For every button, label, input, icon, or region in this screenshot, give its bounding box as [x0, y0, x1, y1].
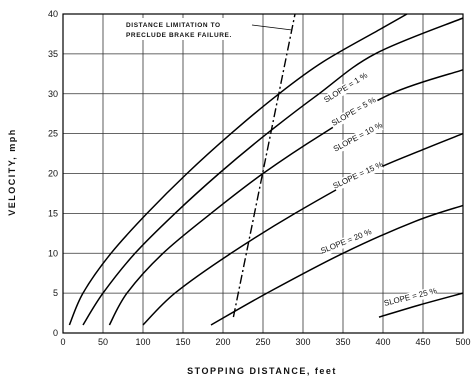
series-line	[378, 292, 464, 318]
x-tick-label: 400	[375, 337, 390, 347]
x-tick-label: 300	[295, 337, 310, 347]
y-tick-label: 40	[48, 9, 58, 19]
annotation-line-1: DISTANCE LIMITATION TO	[126, 22, 221, 29]
x-tick-label: 250	[255, 337, 270, 347]
x-tick-label: 450	[415, 337, 430, 347]
series-label-background	[328, 94, 380, 130]
y-tick-labels: 0 5 10 15 20 25 30 35 40	[48, 9, 58, 338]
series-line	[210, 204, 464, 326]
series-label: SLOPE = 15 %	[332, 160, 385, 191]
y-tick-label: 35	[48, 49, 58, 59]
series-label-background	[332, 160, 384, 192]
series-label-background	[332, 120, 384, 155]
x-tick-label: 0	[60, 337, 65, 347]
brake-failure-annotation: DISTANCE LIMITATION TO PRECLUDE BRAKE FA…	[122, 18, 292, 40]
slope-curves	[68, 13, 464, 326]
series-label: SLOPE = 5 %	[330, 95, 377, 128]
plot-frame	[62, 13, 464, 334]
y-tick-label: 5	[53, 288, 58, 298]
series-label-background	[321, 70, 371, 107]
y-tick-label: 25	[48, 129, 58, 139]
y-tick-label: 20	[48, 169, 58, 179]
annotation-leader-line	[251, 24, 292, 31]
series-labels: SLOPE = 1 %SLOPE = 5 %SLOPE = 10 %SLOPE …	[319, 70, 438, 309]
y-axis-title: VELOCITY, mph	[7, 128, 17, 216]
x-tick-label: 200	[215, 337, 230, 347]
x-tick-label: 350	[335, 337, 350, 347]
x-axis-title: STOPPING DISTANCE, feet	[187, 366, 337, 376]
y-tick-label: 30	[48, 89, 58, 99]
y-tick-label: 10	[48, 248, 58, 258]
series-line	[68, 13, 408, 326]
x-tick-labels: 0 50 100 150 200 250 300 350 400 450 500	[60, 337, 470, 347]
x-tick-label: 150	[175, 337, 190, 347]
brake-failure-limit-line	[232, 13, 296, 318]
x-tick-label: 500	[455, 337, 470, 347]
series-label-background	[384, 286, 437, 309]
x-tick-label: 100	[135, 337, 150, 347]
series-label: SLOPE = 1 %	[322, 71, 369, 105]
annotation-background	[122, 18, 252, 40]
y-tick-label: 15	[48, 208, 58, 218]
series-line	[142, 132, 464, 326]
annotation-line-2: PRECLUDE BRAKE FAILURE.	[126, 32, 232, 39]
x-tick-label: 50	[98, 337, 108, 347]
series-line	[108, 69, 464, 326]
series-line	[82, 17, 464, 326]
y-tick-label: 0	[53, 328, 58, 338]
series-label-background	[320, 227, 373, 257]
